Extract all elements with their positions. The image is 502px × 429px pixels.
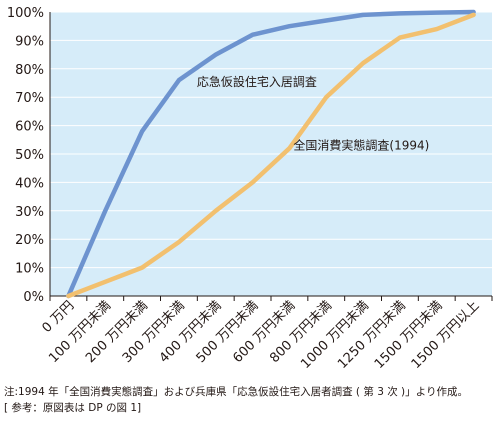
y-tick-label: 30% — [15, 205, 44, 220]
source-note: 注:1994 年「全国消費実態調査」および兵庫県「応急仮設住宅入居者調査 ( 第… — [4, 386, 468, 398]
y-tick-label: 0% — [23, 290, 44, 305]
reference-note: [ 参考：原図表は DP の図 1] — [4, 402, 142, 414]
y-tick-label: 10% — [15, 262, 44, 277]
y-tick-label: 90% — [15, 34, 44, 49]
y-tick-label: 40% — [15, 176, 44, 191]
y-tick-label: 100% — [7, 6, 44, 21]
y-tick-label: 50% — [15, 148, 44, 163]
y-tick-label: 60% — [15, 120, 44, 135]
series-line — [66, 9, 476, 299]
series-label: 応急仮設住宅入居調査 — [197, 74, 317, 89]
y-tick-label: 20% — [15, 233, 44, 248]
y-tick-label: 70% — [15, 91, 44, 106]
x-tick-label: 1500 万円以上 — [409, 298, 483, 372]
series-label: 全国消費実態調査(1994) — [293, 137, 429, 152]
series-line — [66, 12, 476, 299]
y-tick-label: 80% — [15, 63, 44, 78]
